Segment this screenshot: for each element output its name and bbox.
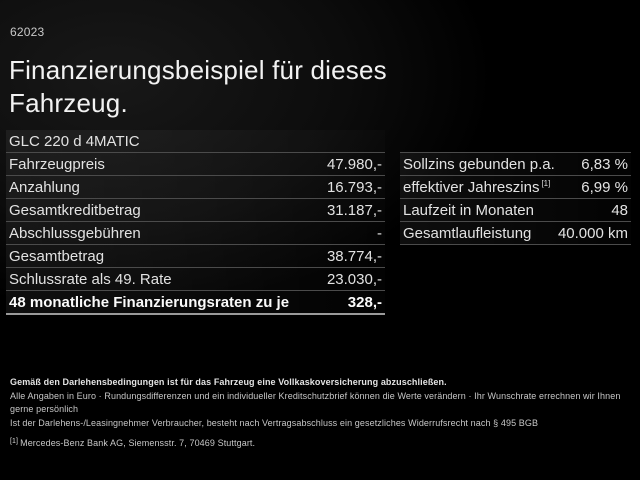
row-value: 23.030,- <box>326 270 382 288</box>
insurance-note: Gemäß den Darlehensbedingungen ist für d… <box>10 377 447 387</box>
table-row: Gesamtlaufleistung 40.000 km <box>400 222 631 245</box>
row-label: Schlussrate als 49. Rate <box>9 270 172 288</box>
table-row: effektiver Jahreszins [1] 6,99 % <box>400 176 631 199</box>
bank-footnote: [1] Mercedes-Benz Bank AG, Siemensstr. 7,… <box>10 438 256 448</box>
table-row: Anzahlung 16.793,- <box>6 176 385 199</box>
table-row: Fahrzeugpreis 47.980,- <box>6 153 385 176</box>
row-value: 47.980,- <box>326 155 382 173</box>
table-row: Schlussrate als 49. Rate 23.030,- <box>6 268 385 291</box>
row-label: Abschlussgebühren <box>9 224 141 242</box>
row-value: 6,99 % <box>581 178 628 196</box>
page-code: 62023 <box>10 25 45 39</box>
page-title-line2: Fahrzeug. <box>9 88 128 118</box>
footnote-marker: [1] <box>541 178 551 188</box>
row-value: 16.793,- <box>326 178 382 196</box>
table-row: Abschlussgebühren - <box>6 222 385 245</box>
legal-footer: Gemäß den Darlehensbedingungen ist für d… <box>10 376 632 451</box>
row-value: 40.000 km <box>557 224 628 242</box>
row-value: 38.774,- <box>326 247 382 265</box>
page-title-line1: Finanzierungsbeispiel für dieses <box>9 55 387 85</box>
row-label: Anzahlung <box>9 178 80 196</box>
row-value: - <box>377 224 382 242</box>
row-label: Fahrzeugpreis <box>9 155 105 173</box>
model-row: GLC 220 d 4MATIC <box>6 130 385 153</box>
financing-table: GLC 220 d 4MATIC Fahrzeugpreis 47.980,- … <box>6 130 385 315</box>
table-row: Sollzins gebunden p.a. 6,83 % <box>400 153 631 176</box>
monthly-rate-row: 48 monatliche Finanzierungsraten zu je 3… <box>6 291 385 315</box>
row-label: Gesamtkreditbetrag <box>9 201 141 219</box>
row-label: Gesamtbetrag <box>9 247 105 265</box>
row-value: 31.187,- <box>326 201 382 219</box>
row-label: Gesamtlaufleistung <box>403 224 532 242</box>
model-name: GLC 220 d 4MATIC <box>9 132 140 150</box>
page-title: Finanzierungsbeispiel für dieses Fahrzeu… <box>9 54 387 120</box>
table-row: Laufzeit in Monaten 48 <box>400 199 631 222</box>
table-row: Gesamtkreditbetrag 31.187,- <box>6 199 385 222</box>
footnote-marker: [1] <box>10 438 19 445</box>
disclaimer-line: Alle Angaben in Euro · Rundungsdifferenz… <box>10 390 621 415</box>
row-label: Sollzins gebunden p.a. <box>403 155 555 173</box>
row-label: 48 monatliche Finanzierungsraten zu je <box>9 293 290 311</box>
row-value: 6,83 % <box>581 155 628 173</box>
row-value: 48 <box>611 201 628 219</box>
table-row: Gesamtbetrag 38.774,- <box>6 245 385 268</box>
conditions-table: Sollzins gebunden p.a. 6,83 % effektiver… <box>400 152 631 245</box>
row-label: effektiver Jahreszins [1] <box>403 178 551 196</box>
disclaimer-line: Ist der Darlehens-/Leasingnehmer Verbrau… <box>10 417 539 428</box>
row-label: Laufzeit in Monaten <box>403 201 534 219</box>
row-value: 328,- <box>347 293 382 311</box>
